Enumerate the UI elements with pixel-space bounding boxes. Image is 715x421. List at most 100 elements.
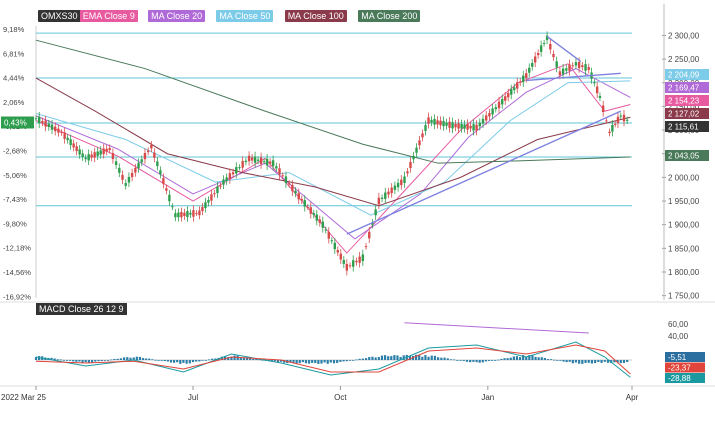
candle-body <box>213 193 216 195</box>
macd-value-label-bg <box>665 362 705 373</box>
y-tick-label: 1 750,00 <box>668 292 700 301</box>
candle-body <box>81 153 84 157</box>
legend-item[interactable]: OMXS30 <box>38 10 81 22</box>
candle-body <box>513 87 516 91</box>
macd-histogram-bar <box>295 360 298 364</box>
y-tick-label-left: -2,68% <box>3 147 27 156</box>
legend-item[interactable]: MA Close 20 <box>148 10 206 22</box>
main-series <box>34 31 631 276</box>
candle-body <box>50 124 54 130</box>
candle-body <box>587 67 590 70</box>
macd-histogram-bar <box>462 360 465 361</box>
macd-histogram-bar <box>399 356 402 360</box>
candle-body <box>533 56 537 63</box>
candle-body <box>34 118 38 120</box>
macd-histogram-bar <box>603 360 606 362</box>
macd-histogram-bar <box>138 356 142 360</box>
macd-histogram-bar <box>427 356 430 360</box>
candle-body <box>525 73 528 79</box>
candle-body <box>165 188 168 191</box>
candle-body <box>488 112 491 117</box>
macd-histogram-bar <box>255 358 258 360</box>
candle-body <box>412 155 415 160</box>
macd-histogram-bar <box>568 360 571 362</box>
main-axis: 2 300,002 250,002 200,002 150,002 100,00… <box>1 4 709 301</box>
macd-histogram-bar <box>430 355 433 360</box>
macd-histogram-bar <box>204 360 207 361</box>
candle-body <box>250 157 254 161</box>
macd-histogram-bar <box>408 356 412 360</box>
macd-label: MACD Close 26 12 9 <box>36 303 127 315</box>
macd-histogram-bar <box>484 360 488 362</box>
candle-body <box>265 158 269 166</box>
macd-histogram-bar <box>543 358 546 360</box>
trend-line <box>346 110 622 235</box>
macd-histogram-bar <box>179 360 182 364</box>
candle-body <box>306 206 309 208</box>
macd-histogram-bar <box>301 360 304 363</box>
candle-body <box>146 150 150 153</box>
macd-histogram-bar <box>59 359 62 361</box>
macd-histogram-bar <box>358 358 361 360</box>
y-tick-label-left: -9,80% <box>3 219 27 228</box>
candle-body <box>253 156 257 163</box>
macd-histogram-bar <box>307 360 311 364</box>
macd-histogram-bar <box>113 358 116 360</box>
candle-body <box>38 116 41 124</box>
macd-histogram-bar <box>380 355 384 360</box>
candle-body <box>427 117 430 124</box>
macd-histogram-bar <box>616 360 619 363</box>
candle-body <box>60 132 63 134</box>
macd-histogram-bar <box>292 360 295 363</box>
legend-item[interactable]: MA Close 200 <box>358 10 421 22</box>
macd-histogram-bar <box>56 359 59 361</box>
candle-body <box>140 159 143 163</box>
macd-histogram-bar <box>565 360 568 363</box>
macd-histogram-bar <box>512 356 515 360</box>
main-grid <box>0 26 715 387</box>
macd-histogram-bar <box>345 360 348 362</box>
x-axis: 2022 Mar 25 Jul Oct Jan Apr <box>1 386 639 402</box>
macd-histogram-bar <box>472 360 475 362</box>
macd-histogram-bar <box>326 360 329 364</box>
candle-body <box>268 161 272 164</box>
candle-body <box>528 67 531 73</box>
candle-body <box>448 121 451 128</box>
macd-histogram-bar <box>123 357 126 360</box>
candle-body <box>516 82 519 89</box>
candle-body <box>66 137 69 141</box>
candle-body <box>111 153 115 160</box>
macd-histogram-bar <box>374 357 377 360</box>
candle-body <box>460 123 463 129</box>
candle-body <box>210 194 213 201</box>
trend-line <box>526 72 621 82</box>
macd-histogram-bar <box>100 360 103 361</box>
legend-item[interactable]: EMA Close 9 <box>79 10 138 22</box>
macd-line <box>35 344 631 375</box>
macd-tick-label: 40,00 <box>668 332 689 341</box>
macd-histogram-bar <box>239 357 242 360</box>
macd-histogram-bar <box>497 359 500 361</box>
candle-body <box>303 200 306 207</box>
macd-histogram-bar <box>211 358 214 360</box>
macd-histogram-bar <box>546 359 550 360</box>
macd-histogram-bar <box>421 356 424 360</box>
candle-body <box>622 114 626 122</box>
candle-body <box>134 168 137 173</box>
macd-histogram-bar <box>528 355 531 360</box>
macd-histogram-bar <box>163 360 166 362</box>
candle-body <box>174 213 177 218</box>
macd-histogram-bar <box>443 357 446 360</box>
macd-histogram-bar <box>506 358 509 360</box>
candle-body <box>555 61 558 68</box>
macd-histogram-bar <box>377 357 380 360</box>
macd-histogram-bar <box>626 360 629 362</box>
price-label: 2 043,05 <box>668 152 700 161</box>
legend-item[interactable]: MA Close 50 <box>216 10 274 22</box>
macd-histogram-bar <box>449 359 453 361</box>
legend-item[interactable]: MA Close 100 <box>284 10 347 22</box>
candle-body <box>312 213 315 215</box>
macd-histogram-bar <box>619 360 622 364</box>
macd-histogram-bar <box>574 360 578 363</box>
